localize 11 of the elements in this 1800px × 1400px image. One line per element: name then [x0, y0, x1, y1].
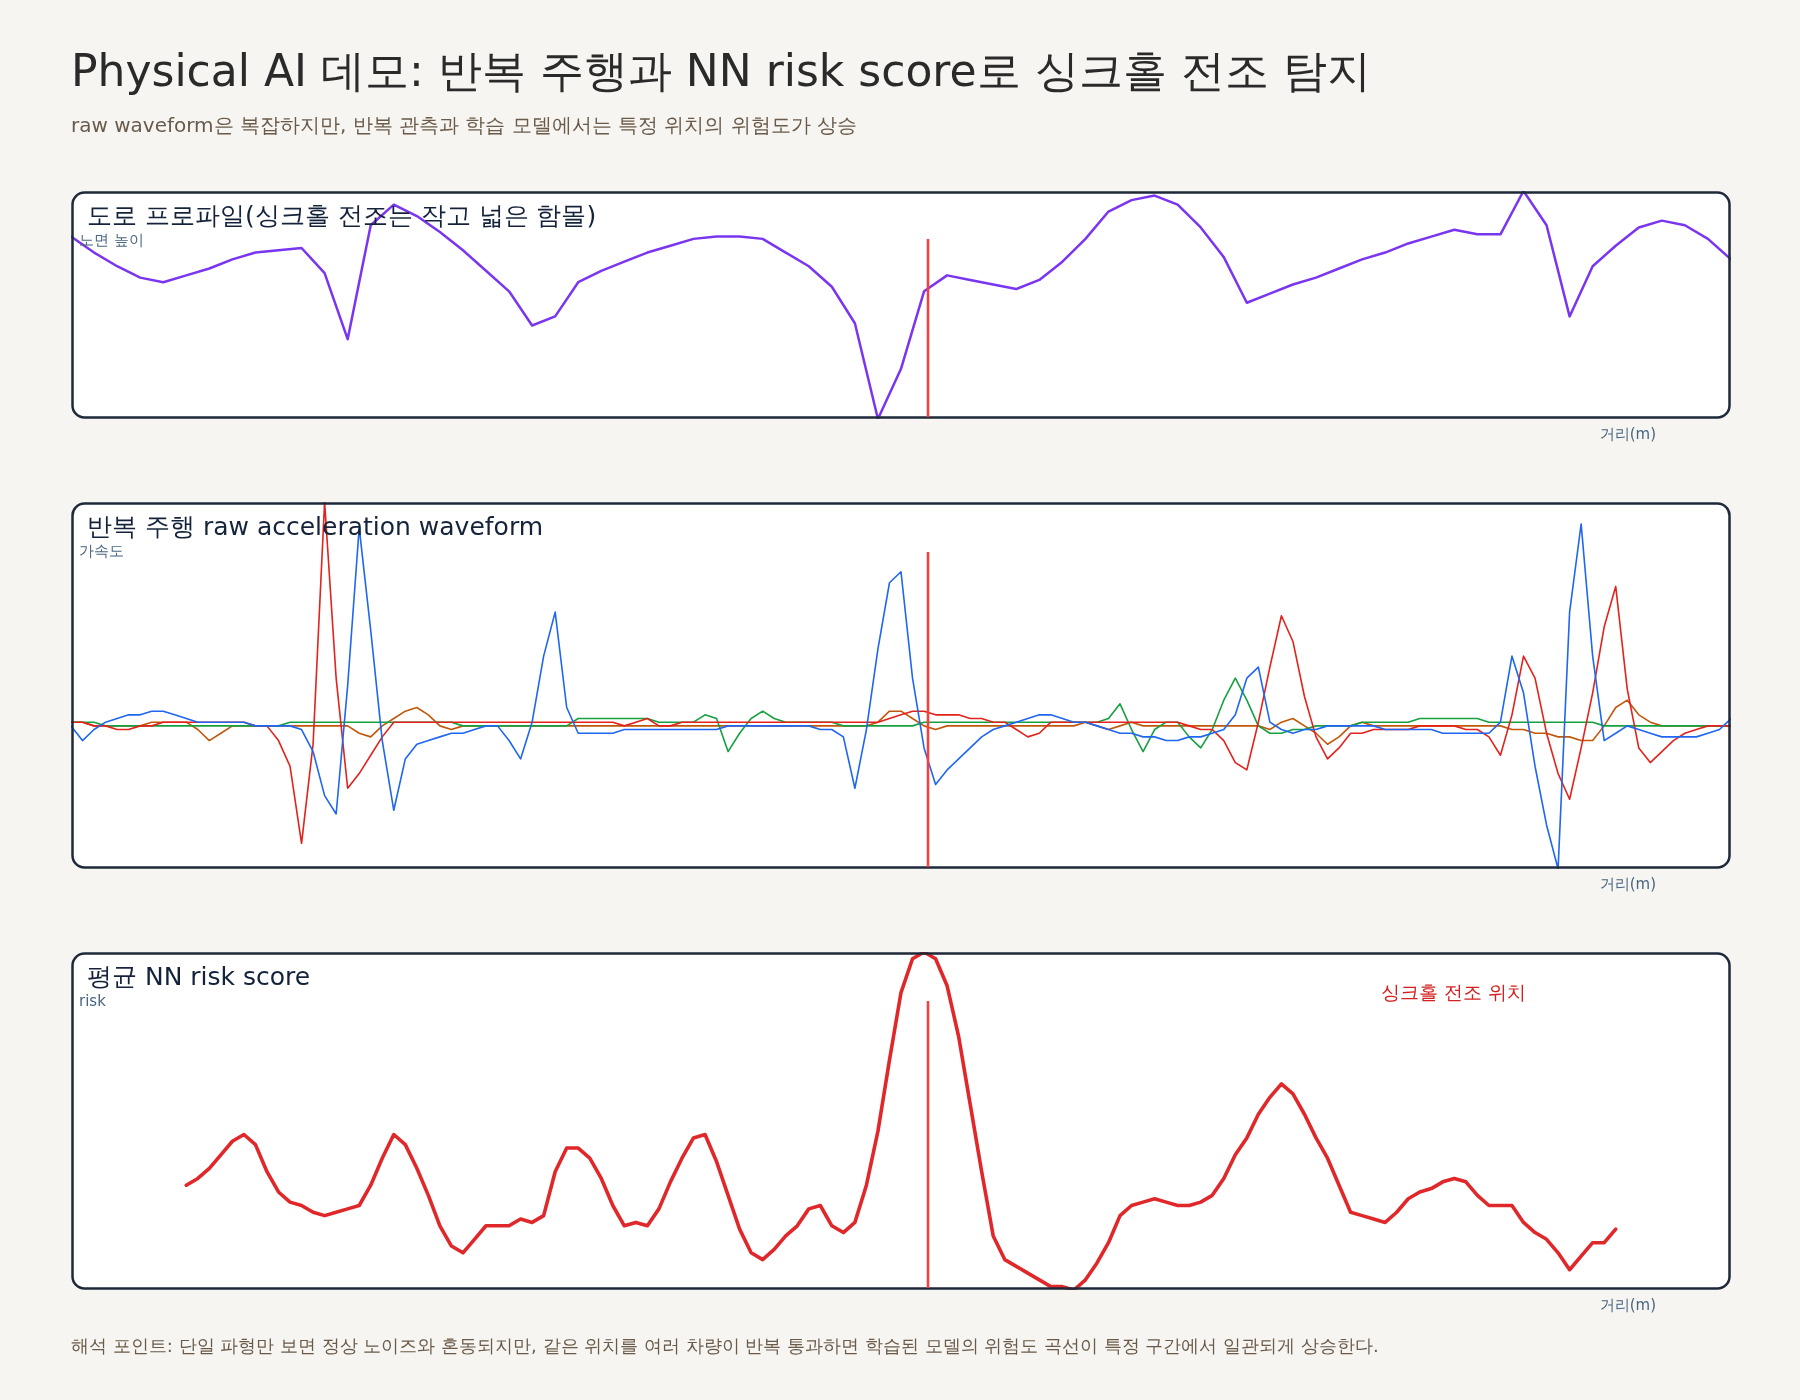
y-axis-title: 가속도	[79, 542, 124, 561]
y-axis-title: 노면 높이	[79, 231, 144, 250]
text: 해석 포인트: 단일 파형만 보면 정상 노이즈와 혼동되지만, 같은 위치를 여러 차량이 반복 통과하면 학습된 모델의 위험도 곡선이 특정 구간에서 일관되게 상승한다.	[71, 1334, 1379, 1358]
text: Physical AI 데모: 반복 주행과 NN risk score로 싱크홀 전조 탐지	[71, 44, 1371, 98]
chart-title: 평균 NN risk score	[87, 961, 311, 993]
x-axis-title: 거리(m)	[1599, 875, 1656, 894]
y-axis-title: risk	[79, 992, 106, 1010]
x-axis-title: 거리(m)	[1599, 425, 1656, 444]
annotation: 싱크홀 전조 위치	[1381, 980, 1527, 1005]
text: raw waveform은 복잡하지만, 반복 관측과 학습 모델에서는 특정 위치의 위험도가 상승	[71, 112, 858, 139]
x-axis-title: 거리(m)	[1599, 1296, 1656, 1315]
